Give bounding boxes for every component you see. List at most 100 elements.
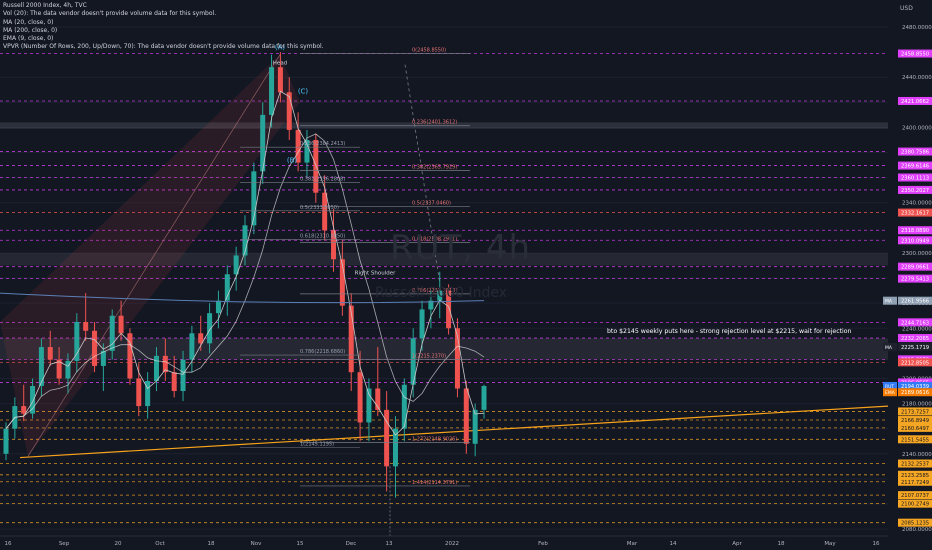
y-tick-label: 2080.0000	[902, 527, 932, 533]
level-tag	[898, 49, 932, 58]
level-tag-label: 2166.8949	[901, 418, 929, 424]
fib-label: 1.272(2148.9026)	[412, 437, 457, 443]
fib-label: 1(2145.1195)	[300, 441, 334, 447]
price-tag-kind	[883, 342, 897, 351]
legend-ma20[interactable]: MA (20, close, 0)	[3, 18, 54, 26]
level-tag-label: 2212.8505	[901, 360, 929, 366]
legend-title[interactable]: Russell 2000 Index, 4h, TVC	[3, 2, 87, 9]
candle-body	[136, 378, 142, 407]
level-tag	[898, 423, 932, 432]
candle-body	[428, 300, 434, 310]
candle-body	[401, 384, 407, 429]
candle-body	[92, 330, 98, 366]
time-axis[interactable]: 16 Sep 20 Oct 18 Nov 15 Dec 13 2022 Feb Mar 14 Apr 18 M…	[0, 535, 888, 547]
legend-ema9[interactable]: EMA (9, close, 0)	[3, 35, 54, 43]
legend-volume[interactable]: Vol (20): The data vendor doesn't provid…	[3, 10, 217, 18]
chart-labels: (A) (C) (B) Right Shoulder Head	[273, 44, 396, 277]
level-tag-label: 2421.0662	[901, 99, 929, 105]
level-tag	[898, 236, 932, 245]
fib-label: 0.382(2356.2808)	[300, 176, 345, 182]
price-tag-label: 2189.0616	[901, 390, 929, 396]
y-tick-label: 2480.0000	[902, 25, 932, 31]
level-tag	[898, 407, 932, 416]
level-tag	[898, 499, 932, 508]
price-tag-kind-label: RUT	[885, 384, 894, 390]
candle-body	[127, 333, 133, 379]
chart-label: (C)	[298, 88, 309, 96]
candlestick-series	[0, 52, 487, 498]
x-tick-label: 16	[5, 541, 12, 547]
fib-label: 0.618(2310.8850)	[300, 233, 345, 239]
level-tag-label: 2318.0890	[901, 228, 929, 234]
level-tag	[898, 470, 932, 479]
candle-body	[30, 386, 36, 414]
fib-label: 0.236(2401.3612)	[412, 120, 457, 126]
candle-body	[322, 192, 328, 231]
level-tag-label: 2107.0737	[901, 493, 929, 499]
candle-body	[339, 259, 345, 306]
x-tick-label: Oct	[155, 541, 165, 547]
level-tag-label: 2151.5455	[901, 437, 929, 443]
candle-body	[437, 290, 443, 301]
fib-label: 0.236(2384.2413)	[300, 141, 345, 147]
fib-label: 1.414(2114.3791)	[412, 480, 457, 486]
candle-body	[65, 360, 71, 379]
candle-body	[180, 359, 186, 392]
level-tag	[898, 491, 932, 500]
level-tag-label: 2160.6497	[901, 426, 929, 432]
level-tag	[898, 518, 932, 527]
y-tick-label: 2240.0000	[902, 326, 932, 332]
fib-label: 0.382(2365.7929)	[412, 164, 457, 170]
candle-body	[375, 388, 381, 410]
level-tag-label: 2100.2749	[901, 502, 929, 508]
candle-body	[357, 372, 363, 423]
candle-body	[392, 428, 398, 467]
candle-body	[198, 333, 204, 344]
candle-body	[21, 406, 27, 414]
level-tag-label: 2369.6146	[901, 164, 929, 170]
candle-body	[47, 347, 53, 360]
candle-body	[331, 230, 337, 260]
candle-body	[56, 359, 62, 379]
candle-body	[472, 409, 478, 444]
x-tick-label: Feb	[538, 541, 548, 547]
level-tag	[898, 161, 932, 170]
price-tag-kind	[883, 296, 897, 305]
level-tag-label: 2117.7249	[901, 480, 929, 486]
candle-body	[242, 225, 248, 256]
candle-body	[224, 274, 230, 301]
x-tick-label: 18	[208, 541, 215, 547]
candle-body	[118, 315, 124, 334]
y-tick-label: 2300.0000	[902, 251, 932, 257]
legend-vpvr[interactable]: VPVR (Number Of Rows, 200, Up/Down, 70):…	[3, 43, 324, 51]
candle-body	[171, 372, 177, 392]
level-tag-label: 2123.2585	[901, 473, 929, 479]
price-tag-kind	[883, 381, 897, 390]
chart-label: Right Shoulder	[355, 270, 396, 276]
fib-label: 0.5(2337.0460)	[412, 200, 451, 206]
candle-body	[295, 129, 301, 163]
level-tag	[898, 416, 932, 425]
x-tick-label: Sep	[59, 541, 70, 547]
candle-body	[286, 92, 292, 130]
chart-legend[interactable]: Russell 2000 Index, 4h, TVC Vol (20): Th…	[3, 2, 324, 52]
x-tick-label: 16	[873, 541, 880, 547]
level-tag	[898, 477, 932, 486]
legend-ma200[interactable]: MA (200, close, 0)	[3, 26, 58, 34]
ma200-line	[0, 292, 485, 304]
level-tag-label: 2332.1617	[901, 211, 929, 217]
pattern-edge	[27, 54, 281, 457]
y-tick-label: 2180.0000	[902, 402, 932, 408]
price-tag-kind	[883, 388, 897, 397]
projection-line	[404, 64, 441, 285]
price-tag	[898, 342, 932, 351]
level-tag	[898, 358, 932, 367]
candle-body	[233, 255, 239, 275]
candle-body	[207, 313, 213, 344]
level-tag-label: 2458.8550	[901, 52, 929, 58]
chart-label: Head	[273, 61, 287, 67]
price-tag	[898, 388, 932, 397]
level-tag-label: 2173.7257	[901, 409, 929, 415]
fibonacci-levels: 0(2458.8550) 0.236(2401.3612) 0.382(2365.7…	[240, 48, 470, 487]
